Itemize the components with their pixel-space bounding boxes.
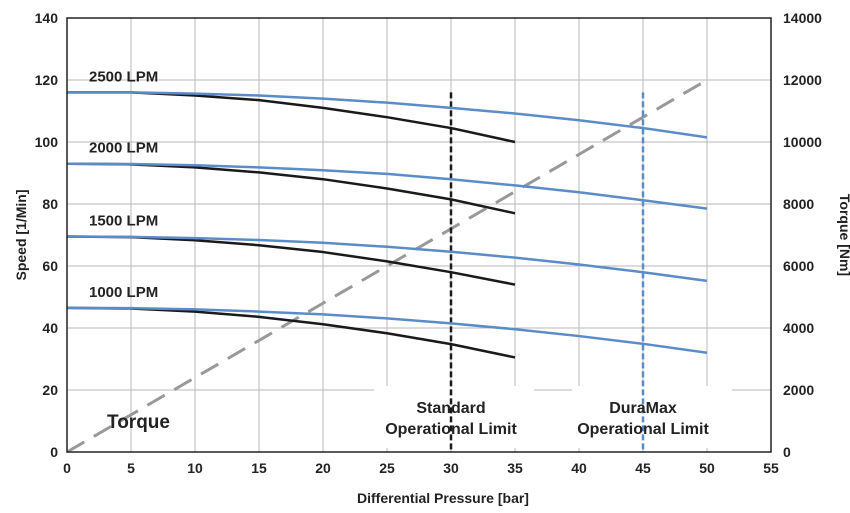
y-left-tick-label: 100 xyxy=(35,134,59,150)
flow-rate-label: 1000 LPM xyxy=(89,284,158,301)
y-right-tick-label: 6000 xyxy=(783,258,814,274)
x-tick-label: 50 xyxy=(699,460,715,476)
standard-limit-label: Operational Limit xyxy=(385,421,517,438)
x-tick-label: 30 xyxy=(443,460,459,476)
duramax-speed-curve xyxy=(66,162,708,210)
duramax-limit-label: Operational Limit xyxy=(577,421,709,438)
annotation-backgrounds xyxy=(374,386,732,448)
x-tick-label: 25 xyxy=(379,460,395,476)
y-left-tick-label: 120 xyxy=(35,72,59,88)
y-right-tick-label: 10000 xyxy=(783,134,822,150)
x-tick-label: 35 xyxy=(507,460,523,476)
x-tick-label: 0 xyxy=(63,460,71,476)
y-axis-right-title: Torque [Nm] xyxy=(837,194,850,276)
x-tick-label: 45 xyxy=(635,460,651,476)
y-right-tick-label: 2000 xyxy=(783,382,814,398)
duramax-speed-curve xyxy=(66,306,708,355)
duramax-speed-curve xyxy=(67,91,708,139)
x-tick-label: 20 xyxy=(315,460,331,476)
y-right-tick-label: 4000 xyxy=(783,320,814,336)
tick-labels: 0 5 10 15 20 25 30 35 40 45 50 55020406080100120140… xyxy=(35,10,823,476)
flow-rate-label: 2000 LPM xyxy=(89,140,158,157)
y-right-tick-label: 0 xyxy=(783,444,791,460)
flow-rate-label: 2500 LPM xyxy=(89,68,158,85)
y-right-tick-label: 14000 xyxy=(783,10,822,26)
duramax-limit-label-background xyxy=(572,386,732,448)
torque-label: Torque xyxy=(107,412,170,433)
y-right-tick-label: 8000 xyxy=(783,196,814,212)
x-tick-label: 55 xyxy=(763,460,779,476)
x-axis-title: Differential Pressure [bar] xyxy=(357,490,529,506)
standard-limit-label: Standard xyxy=(416,400,485,417)
annotations: 2500 LPM 2000 LPM 1500 LPM 1000 LPM Standard… xyxy=(89,68,709,438)
y-left-tick-label: 60 xyxy=(42,258,58,274)
flow-rate-label: 1500 LPM xyxy=(89,213,158,230)
y-left-tick-label: 20 xyxy=(42,382,58,398)
plot-frame xyxy=(66,17,772,453)
standard-limit-label-background xyxy=(374,386,534,448)
y-left-tick-label: 140 xyxy=(35,10,59,26)
x-tick-label: 10 xyxy=(187,460,203,476)
x-tick-label: 40 xyxy=(571,460,587,476)
y-axis-left-title: Speed [1/Min] xyxy=(13,189,29,280)
y-left-tick-label: 0 xyxy=(50,444,58,460)
duramax-speed-curve xyxy=(66,235,708,283)
y-left-tick-label: 80 xyxy=(42,196,58,212)
y-right-tick-label: 12000 xyxy=(783,72,822,88)
y-left-tick-label: 40 xyxy=(42,320,58,336)
operational-limits xyxy=(449,92,645,452)
x-tick-label: 15 xyxy=(251,460,267,476)
duramax-limit-label: DuraMax xyxy=(609,400,677,417)
duramax-series-group xyxy=(66,91,708,355)
x-tick-label: 5 xyxy=(127,460,135,476)
